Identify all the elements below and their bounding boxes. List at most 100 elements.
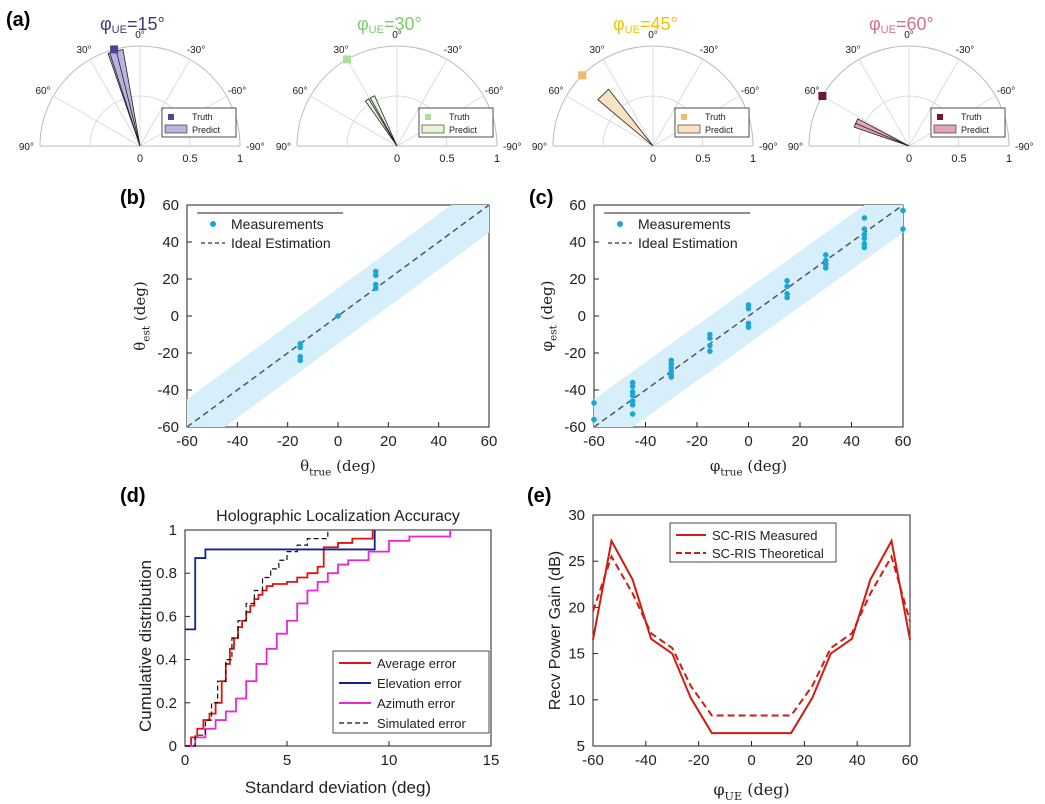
polar-angle-label: 60°	[548, 86, 563, 97]
measurement-point	[784, 283, 790, 290]
polar-radial-label: 1	[1006, 153, 1012, 165]
y-axis-label: Cumulative distribution	[136, 560, 155, 732]
x-axis-label: φUE (deg)	[713, 780, 789, 803]
polar-angle-label: -90°	[759, 142, 777, 153]
polar-legend-box	[674, 107, 750, 138]
x-tick-label: 15	[483, 752, 500, 769]
x-axis-label: φtrue (deg)	[710, 457, 787, 479]
polar-radial-label: 0	[137, 153, 143, 165]
y-tick-label: 20	[568, 599, 585, 616]
polar-spoke	[822, 95, 910, 147]
ideal-estimation-line	[593, 204, 904, 428]
measurement-point	[900, 226, 906, 232]
x-tick-label: 20	[380, 433, 397, 450]
legend-measurement-swatch	[210, 221, 216, 227]
polar-title: φUE=60°	[869, 14, 934, 36]
measurement-point	[297, 344, 304, 351]
legend-ideal-label: Ideal Estimation	[638, 235, 738, 251]
x-axis-label: θtrue (deg)	[300, 457, 376, 479]
polar-radial-label: 0.5	[695, 153, 710, 165]
measurement-point	[629, 411, 636, 417]
x-tick-label: 0	[744, 433, 752, 450]
polar-plot-3: 0° 30° -30° 60° -60° 90° -90° 0 0.5 1 φUE=45° Truth…	[532, 14, 778, 165]
polar-angle-label: -30°	[187, 45, 205, 56]
y-tick-label: 30	[568, 507, 585, 524]
y-tick-label: 0	[169, 738, 177, 755]
y-tick-label: 20	[569, 271, 586, 288]
polar-plot-4: 0° 30° -30° 60° -60° 90° -90° 0 0.5 1 φUE=60° Truth…	[788, 14, 1034, 165]
panel-label-a: (a)	[6, 9, 30, 31]
polar-spoke	[396, 59, 448, 147]
measurement-point	[861, 235, 868, 242]
legend-truth-label: Truth	[961, 112, 982, 122]
measurement-point	[629, 383, 636, 390]
power-series-line	[592, 537, 911, 735]
polar-radial-label: 1	[750, 153, 756, 165]
polar-spoke	[139, 59, 191, 147]
measurement-point	[297, 357, 304, 364]
predict-wedge	[597, 88, 654, 147]
legend-measurement-swatch	[617, 221, 623, 227]
measurement-point	[861, 244, 868, 251]
x-tick-label: -60	[583, 433, 605, 450]
x-tick-label: 0	[181, 752, 189, 769]
x-tick-label: 0	[334, 433, 342, 450]
y-tick-label: -20	[157, 345, 179, 362]
y-tick-label: 25	[568, 553, 585, 570]
y-tick-label: 0.2	[156, 695, 177, 712]
polar-title: φUE=15°	[100, 14, 165, 36]
measurement-point	[707, 348, 713, 354]
x-tick-label: -40	[635, 433, 657, 450]
polar-radial-label: 0	[394, 153, 400, 165]
polar-angle-label: 90°	[276, 142, 291, 153]
y-tick-label: -40	[157, 382, 179, 399]
x-tick-label: -60	[582, 752, 604, 769]
scatter-chart-theta: -60 -40 -20 0 20 40 60 -60 -40 -20 0 20 40 60 Measurem…	[131, 197, 497, 479]
y-tick-label: 40	[569, 234, 586, 251]
cdf-series-line	[185, 530, 329, 747]
cdf-series-line	[185, 530, 376, 631]
x-tick-label: 5	[283, 752, 291, 769]
legend-label: Simulated error	[377, 716, 467, 731]
polar-angle-label: 0°	[648, 30, 658, 41]
y-tick-label: 5	[577, 738, 585, 755]
x-tick-label: -40	[226, 433, 248, 450]
measurement-point	[822, 265, 829, 271]
polar-title: φUE=30°	[357, 14, 422, 36]
y-tick-label: 40	[162, 234, 179, 251]
legend-predict-swatch	[421, 124, 445, 134]
measurement-point	[861, 215, 868, 221]
polar-spoke	[858, 59, 910, 147]
polar-angle-label: -90°	[1015, 142, 1033, 153]
legend-truth-label: Truth	[449, 112, 470, 122]
y-axis-label: φest (deg)	[538, 281, 560, 352]
polar-angle-label: 90°	[532, 142, 547, 153]
cdf-series-line	[185, 530, 374, 747]
y-axis-label: Recv Power Gain (dB)	[547, 551, 564, 710]
legend-label: Elevation error	[377, 676, 462, 691]
legend-predict-label: Predict	[192, 125, 221, 135]
x-tick-label: 20	[796, 752, 813, 769]
legend-box	[197, 213, 343, 251]
legend-truth-swatch	[681, 114, 687, 120]
ideal-estimation-line	[186, 204, 490, 428]
polar-angle-label: 90°	[19, 142, 34, 153]
x-tick-label: 60	[481, 433, 498, 450]
y-tick-label: 10	[568, 692, 585, 709]
polar-angle-label: 0°	[135, 30, 145, 41]
cdf-series-line	[185, 530, 452, 747]
polar-angle-label: -60°	[741, 86, 759, 97]
y-tick-label: 1	[169, 522, 177, 539]
truth-marker	[110, 45, 119, 54]
measurement-point	[629, 402, 636, 408]
polar-angle-label: 90°	[788, 142, 803, 153]
x-tick-label: 20	[792, 433, 809, 450]
panel-label-b: (b)	[120, 187, 146, 209]
polar-angle-label: -90°	[503, 142, 521, 153]
polar-angle-label: -30°	[444, 45, 462, 56]
legend-predict-label: Predict	[961, 125, 990, 135]
legend-truth-label: Truth	[192, 112, 213, 122]
polar-angle-label: 30°	[333, 45, 348, 56]
polar-radial-label: 0	[906, 153, 912, 165]
legend-measurements-label: Measurements	[638, 216, 731, 232]
